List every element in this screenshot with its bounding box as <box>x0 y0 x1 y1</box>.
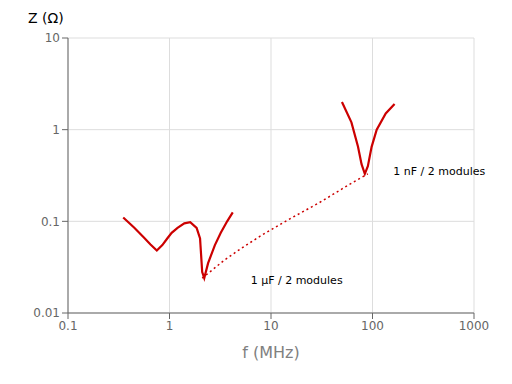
svg-text:0.01: 0.01 <box>33 306 60 320</box>
svg-text:1: 1 <box>52 123 60 137</box>
svg-text:0.1: 0.1 <box>41 215 60 229</box>
svg-text:1 nF / 2 modules: 1 nF / 2 modules <box>393 165 485 178</box>
svg-text:1 μF / 2 modules: 1 μF / 2 modules <box>251 274 343 287</box>
html-text:Z (Ω): Z (Ω) <box>28 10 64 26</box>
svg-text:100: 100 <box>361 319 384 333</box>
svg-text:f (MHz): f (MHz) <box>242 343 299 362</box>
svg-text:1000: 1000 <box>459 319 490 333</box>
svg-text:10: 10 <box>45 31 60 45</box>
svg-text:1: 1 <box>166 319 174 333</box>
svg-text:0.1: 0.1 <box>58 319 77 333</box>
svg-text:10: 10 <box>263 319 278 333</box>
